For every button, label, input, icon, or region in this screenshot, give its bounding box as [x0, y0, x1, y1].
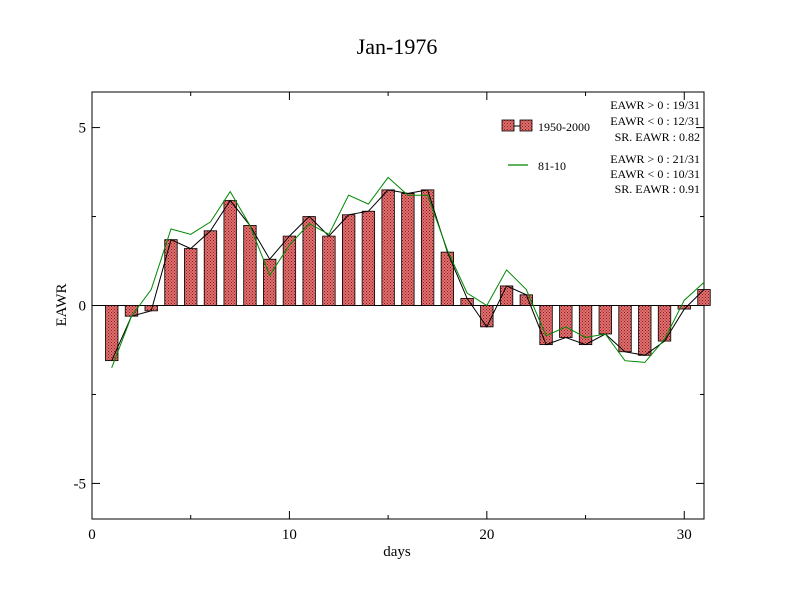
y-tick-label-0: 0 — [79, 299, 87, 315]
bar-day-27 — [618, 305, 632, 353]
annotations: EAWR > 0 : 19/31 EAWR < 0 : 12/31 SR. EA… — [610, 98, 700, 196]
series-lines — [111, 176, 705, 368]
bar-day-16 — [401, 193, 415, 306]
annotation-1-line-3: SR. EAWR : 0.82 — [615, 130, 700, 144]
bar-day-20 — [480, 305, 494, 328]
x-tick-label-20: 20 — [479, 527, 494, 543]
bar-day-31 — [697, 289, 711, 306]
bar-day-25 — [578, 305, 593, 346]
annotation-2-line-1: EAWR > 0 : 21/31 — [610, 152, 700, 166]
bar-day-12 — [322, 235, 336, 306]
series-line-81-10 — [111, 176, 705, 368]
axis-ticks — [91, 92, 704, 519]
bars — [105, 189, 711, 362]
bar-day-11 — [302, 216, 316, 306]
chart-title: Jan-1976 — [357, 34, 438, 59]
legend-label-1950-2000: 1950-2000 — [538, 120, 590, 134]
legend-bar-swatch-1 — [501, 119, 515, 132]
bar-day-29 — [657, 305, 672, 342]
y-tick-label--5: -5 — [74, 476, 87, 492]
bar-day-1 — [105, 305, 119, 362]
annotation-2-line-2: EAWR < 0 : 10/31 — [610, 167, 700, 181]
bar-day-7 — [223, 200, 237, 306]
x-axis-label: days — [383, 544, 411, 560]
legend-bar-swatch-2 — [519, 119, 533, 132]
annotation-1-line-1: EAWR > 0 : 19/31 — [610, 98, 700, 112]
bar-day-6 — [203, 230, 218, 306]
x-tick-label-0: 0 — [88, 527, 96, 543]
annotation-2-line-3: SR. EAWR : 0.91 — [615, 182, 700, 196]
bar-day-9 — [263, 258, 277, 306]
x-tick-label-30: 30 — [677, 527, 692, 543]
bar-day-5 — [184, 248, 198, 306]
bar-day-28 — [638, 305, 652, 356]
legend-label-81-10: 81-10 — [538, 159, 566, 173]
x-tick-label-10: 10 — [282, 527, 297, 543]
bar-day-26 — [598, 305, 612, 335]
bar-day-4 — [164, 239, 178, 306]
bar-day-13 — [341, 214, 356, 306]
y-tick-label-5: 5 — [79, 121, 87, 137]
annotation-1-line-2: EAWR < 0 : 12/31 — [610, 114, 700, 128]
bar-day-24 — [559, 305, 573, 338]
y-axis-label: EAWR — [54, 284, 70, 327]
tick-labels: 0 10 20 30 5 0 -5 — [74, 121, 692, 543]
bar-day-15 — [381, 189, 395, 306]
legend: 1950-2000 81-10 — [501, 119, 590, 173]
bar-day-10 — [282, 235, 297, 306]
bar-day-14 — [361, 210, 376, 306]
